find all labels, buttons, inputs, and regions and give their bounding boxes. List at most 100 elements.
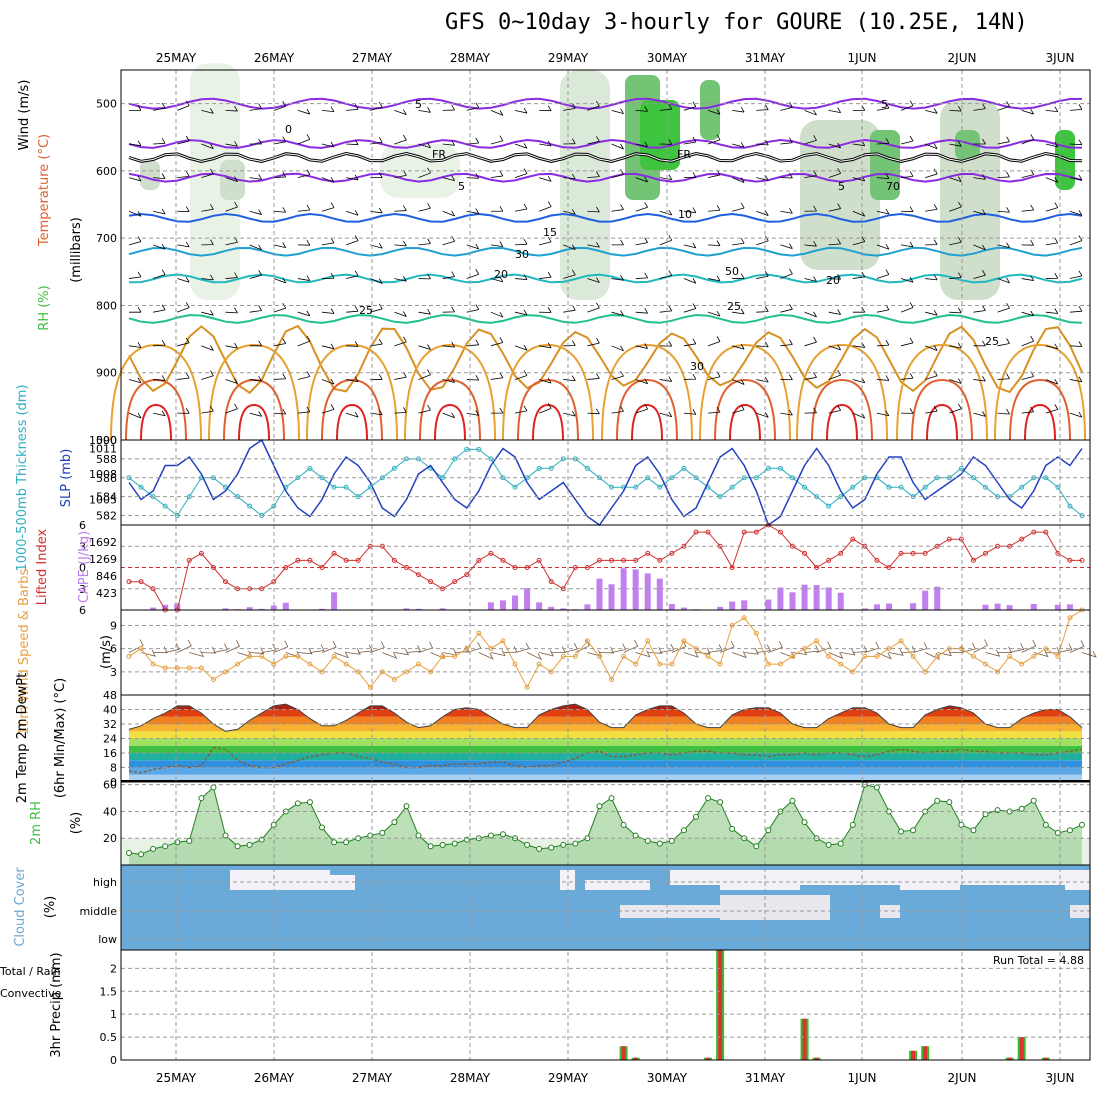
wind-barb (973, 138, 986, 145)
temperature-contour (796, 343, 888, 441)
rh-point (439, 841, 446, 848)
wind-barb (1021, 406, 1035, 414)
wind-barb (346, 139, 359, 146)
wind-barb (1021, 310, 1035, 317)
wind-barb (1081, 650, 1097, 658)
wind-barb (1069, 104, 1083, 111)
wind-barb (925, 143, 938, 150)
wind-barb (732, 142, 745, 148)
contour-label: 20 (494, 268, 508, 281)
lifted-index-point (1067, 557, 1073, 563)
wind-barb (418, 238, 431, 246)
cape-bar (717, 606, 724, 610)
thickness-point (391, 465, 397, 471)
wind-barb (514, 405, 528, 414)
wind-barb (153, 102, 166, 111)
wind-speed-point (1031, 653, 1037, 659)
wind-barb (732, 202, 745, 212)
y-tick-label: 582 (96, 510, 117, 523)
wind-barb (490, 311, 504, 318)
lifted-index-point (452, 579, 458, 585)
panel-label: (%) (69, 812, 84, 835)
wind-barb (1021, 639, 1037, 653)
wind-barb (900, 337, 914, 347)
wind-speed-point (982, 661, 988, 667)
cape-bar (656, 578, 663, 610)
temperature-contour (926, 403, 958, 441)
wind-speed-point (524, 684, 530, 690)
wind-barb (587, 373, 600, 380)
y-tick-label: 6 (110, 643, 117, 656)
wind-speed-point (247, 653, 253, 659)
lifted-index-point (633, 557, 639, 563)
cape-bar (258, 608, 265, 610)
contour-label: FR (432, 148, 446, 161)
wind-barb (1021, 240, 1035, 246)
wind-barb (925, 168, 938, 179)
contour-label: 25 (727, 300, 741, 313)
wind-barb (997, 338, 1010, 347)
wind-barb (321, 141, 335, 148)
lifted-index-point (741, 529, 747, 535)
rh-point (138, 851, 145, 858)
thickness-point (548, 465, 554, 471)
temperature-contour (404, 343, 496, 441)
cloud-middle (880, 905, 900, 918)
wind-barb (153, 138, 166, 145)
wind-barb (1069, 210, 1083, 216)
wind-barb (1021, 134, 1035, 145)
wind-speed-point (1007, 653, 1013, 659)
cape-bar (777, 587, 784, 610)
rh-point (934, 797, 941, 804)
precip-convective-bar (718, 950, 723, 1060)
wind-barb (1069, 640, 1085, 653)
temperature-contour (1009, 378, 1071, 441)
wind-barb (418, 308, 431, 315)
wind-barb (152, 244, 166, 250)
wind-barb (201, 370, 214, 380)
wind-barb (321, 640, 337, 653)
lifted-index-point (777, 529, 783, 535)
wind-barb (466, 102, 480, 111)
lifted-index-point (693, 529, 699, 535)
wind-barb (828, 203, 842, 212)
y-tick-label: 423 (96, 587, 117, 600)
rh-point (825, 841, 832, 848)
rh-point (548, 844, 555, 851)
temperature-contour (140, 403, 172, 441)
temperature-contour (128, 246, 1083, 257)
wind-barb (346, 376, 359, 383)
wind-barb (177, 337, 190, 347)
date-label-top: 2JUN (948, 51, 977, 65)
panel-frame (120, 949, 1091, 1061)
wind-barb (165, 643, 180, 653)
cape-bar (560, 608, 567, 610)
wind-barb (635, 237, 649, 246)
lifted-index-point (428, 579, 434, 585)
contour-label: FR (677, 148, 691, 161)
wind-barb (804, 276, 817, 282)
wind-barb (756, 376, 769, 383)
wind-speed-point (186, 665, 192, 671)
wind-barb (587, 408, 600, 415)
wind-barb (225, 342, 238, 349)
temperature-contour (336, 403, 368, 441)
wind-barb (225, 640, 241, 653)
wind-barb (635, 141, 649, 148)
wind-barb (1021, 108, 1035, 115)
wind-speed-point (162, 665, 168, 671)
wind-barb (394, 407, 407, 414)
rh-point (789, 797, 796, 804)
wind-barb (732, 177, 745, 184)
wind-barb (225, 403, 238, 414)
cape-bar (174, 603, 181, 610)
wind-speed-point (838, 661, 844, 667)
wind-barb (225, 105, 238, 112)
wind-barb (828, 238, 842, 246)
wind-barb (997, 277, 1010, 284)
y-tick-label: 3 (110, 666, 117, 679)
wind-speed-point (259, 653, 265, 659)
wind-speed-point (1019, 661, 1025, 667)
wind-barb (346, 411, 359, 418)
wind-barb (997, 408, 1010, 415)
